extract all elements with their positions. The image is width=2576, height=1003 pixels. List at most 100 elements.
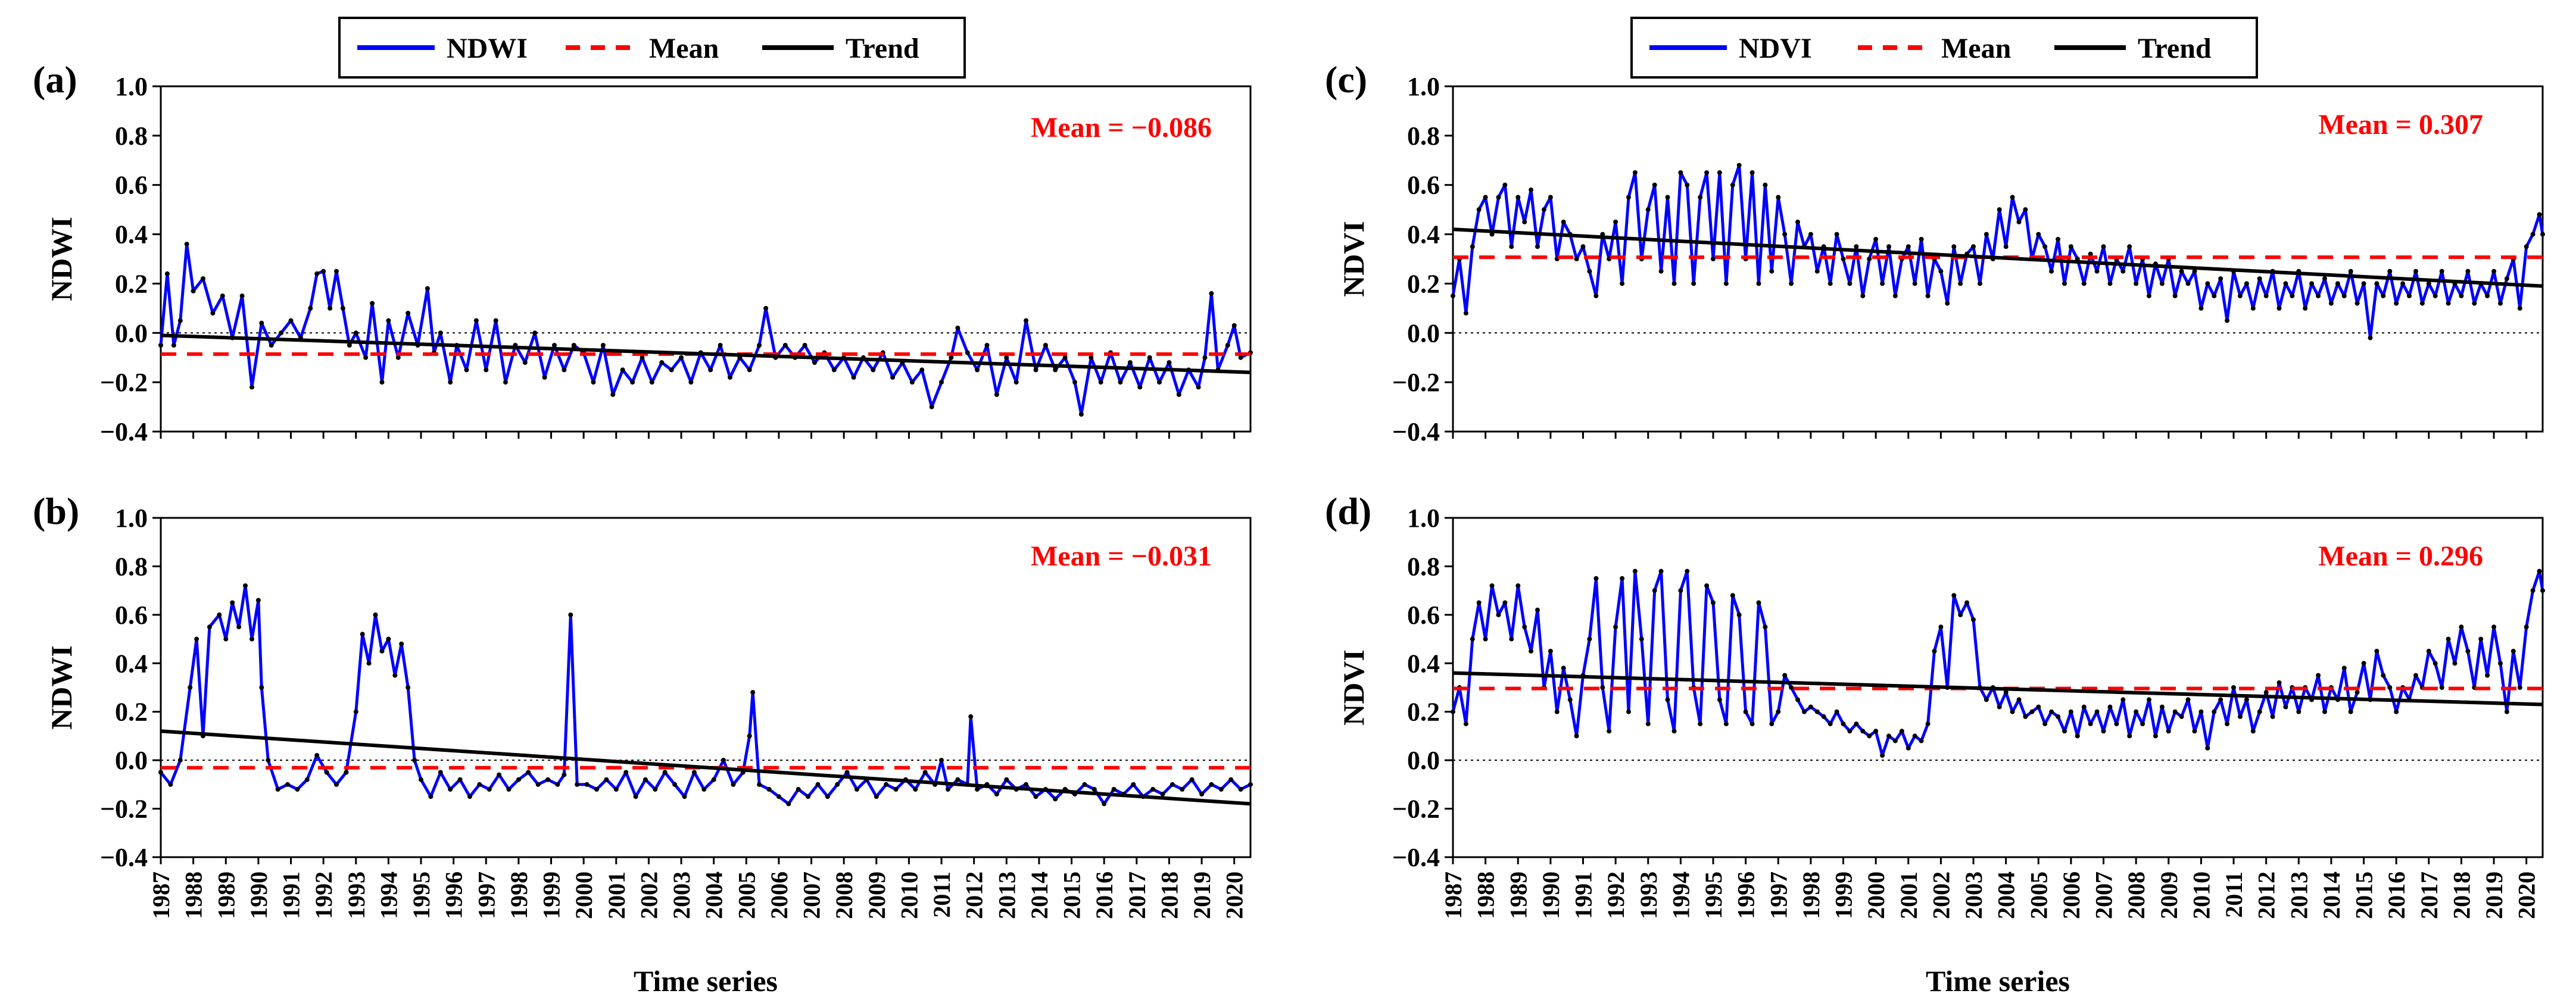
data-point: [1808, 232, 1813, 237]
data-point: [230, 600, 235, 605]
data-point: [1899, 729, 1904, 734]
data-point: [1704, 170, 1710, 175]
data-point: [2316, 673, 2321, 678]
x-tick-label: 2018: [2448, 871, 2475, 919]
data-point: [457, 777, 463, 782]
y-tick-label: 1.0: [115, 72, 148, 101]
data-point: [2485, 673, 2490, 678]
data-point: [545, 777, 551, 782]
data-point: [1867, 257, 1872, 261]
data-point: [2498, 301, 2503, 306]
data-point: [2537, 568, 2542, 574]
y-tick-label: 0.8: [115, 552, 148, 581]
data-point: [171, 343, 176, 348]
data-point: [782, 343, 788, 348]
data-point: [1938, 268, 1944, 274]
data-point: [1118, 380, 1123, 385]
data-point: [259, 320, 264, 326]
data-point: [2530, 232, 2536, 237]
data-point: [425, 286, 430, 291]
data-point: [1730, 593, 1735, 598]
data-point: [2056, 714, 2061, 719]
data-point: [259, 685, 264, 690]
x-tick-label: 1996: [1733, 871, 1760, 919]
legend-right-box: [1630, 17, 2258, 79]
data-point: [1209, 782, 1214, 787]
x-axis-label: Time series: [634, 964, 778, 998]
data-point: [1509, 636, 1514, 642]
y-tick-label: 0.0: [115, 746, 148, 775]
y-tick-label: 0.0: [115, 318, 148, 348]
data-point: [2198, 709, 2204, 714]
data-point: [1489, 583, 1495, 588]
data-point: [2283, 281, 2288, 286]
data-point: [2179, 268, 2184, 274]
data-point: [949, 355, 954, 360]
x-tick-label: 1987: [148, 871, 174, 919]
data-point: [1111, 787, 1117, 792]
data-point: [1730, 182, 1735, 188]
x-tick-label: 2020: [1221, 871, 1248, 919]
data-point: [1769, 721, 1774, 727]
data-point: [939, 380, 944, 385]
data-point: [1814, 268, 1820, 274]
data-point: [2134, 281, 2139, 286]
data-point: [884, 782, 889, 787]
data-point: [1587, 636, 1592, 642]
data-point: [2218, 697, 2223, 702]
panel-label: (a): [33, 58, 77, 101]
data-point: [708, 367, 713, 373]
data-point: [1717, 170, 1722, 175]
data-point: [1160, 792, 1165, 797]
data-point: [2530, 588, 2536, 593]
y-tick-label: −0.2: [1392, 368, 1440, 397]
data-point: [2127, 733, 2132, 739]
data-point: [467, 794, 472, 799]
data-point: [1476, 600, 1482, 605]
data-point: [373, 612, 378, 617]
data-point: [1827, 721, 1833, 727]
data-point: [1593, 576, 1599, 581]
data-point: [835, 782, 840, 787]
x-tick-label: 1988: [180, 871, 207, 919]
data-point: [2283, 704, 2288, 710]
data-point: [747, 733, 752, 739]
x-tick-label: 2014: [1026, 871, 1053, 919]
x-tick-label: 2006: [2058, 871, 2085, 919]
data-point: [669, 367, 674, 373]
data-point: [395, 355, 401, 360]
data-point: [2263, 690, 2269, 695]
data-point: [1665, 697, 1670, 702]
data-point: [2036, 704, 2041, 710]
x-axis-label: Time series: [1926, 964, 2070, 998]
data-point: [2042, 244, 2048, 249]
data-point: [731, 782, 736, 787]
data-point: [649, 380, 654, 385]
data-point: [484, 367, 489, 373]
x-tick-label: 2001: [1895, 871, 1922, 919]
x-tick-label: 1992: [1602, 871, 1629, 919]
data-point: [2010, 709, 2015, 714]
data-point: [1854, 721, 1859, 727]
x-tick-label: 2012: [961, 871, 988, 919]
data-point: [1919, 236, 1924, 242]
x-tick-label: 1993: [343, 871, 370, 919]
data-point: [1004, 355, 1009, 360]
chart-panel-3: −0.4 −0.2 0.0 0.2 0.4 0.6 0.8 1.0 (c) NDVI Mean = …: [1325, 58, 2545, 446]
y-axis-label: NDWI: [45, 217, 78, 301]
data-point: [207, 624, 212, 630]
data-point: [2432, 661, 2438, 666]
data-point: [662, 770, 668, 775]
data-point: [766, 787, 772, 792]
data-point: [2478, 636, 2484, 642]
data-point: [1548, 648, 1553, 654]
data-point: [1476, 207, 1482, 213]
y-tick-label: 0.4: [115, 220, 148, 249]
data-point: [613, 787, 619, 792]
data-point: [691, 770, 697, 775]
data-point: [1632, 170, 1638, 175]
y-tick-label: 1.0: [1407, 504, 1440, 533]
data-point: [412, 758, 417, 763]
x-tick-label: 2000: [570, 871, 597, 919]
data-point: [2446, 301, 2451, 306]
